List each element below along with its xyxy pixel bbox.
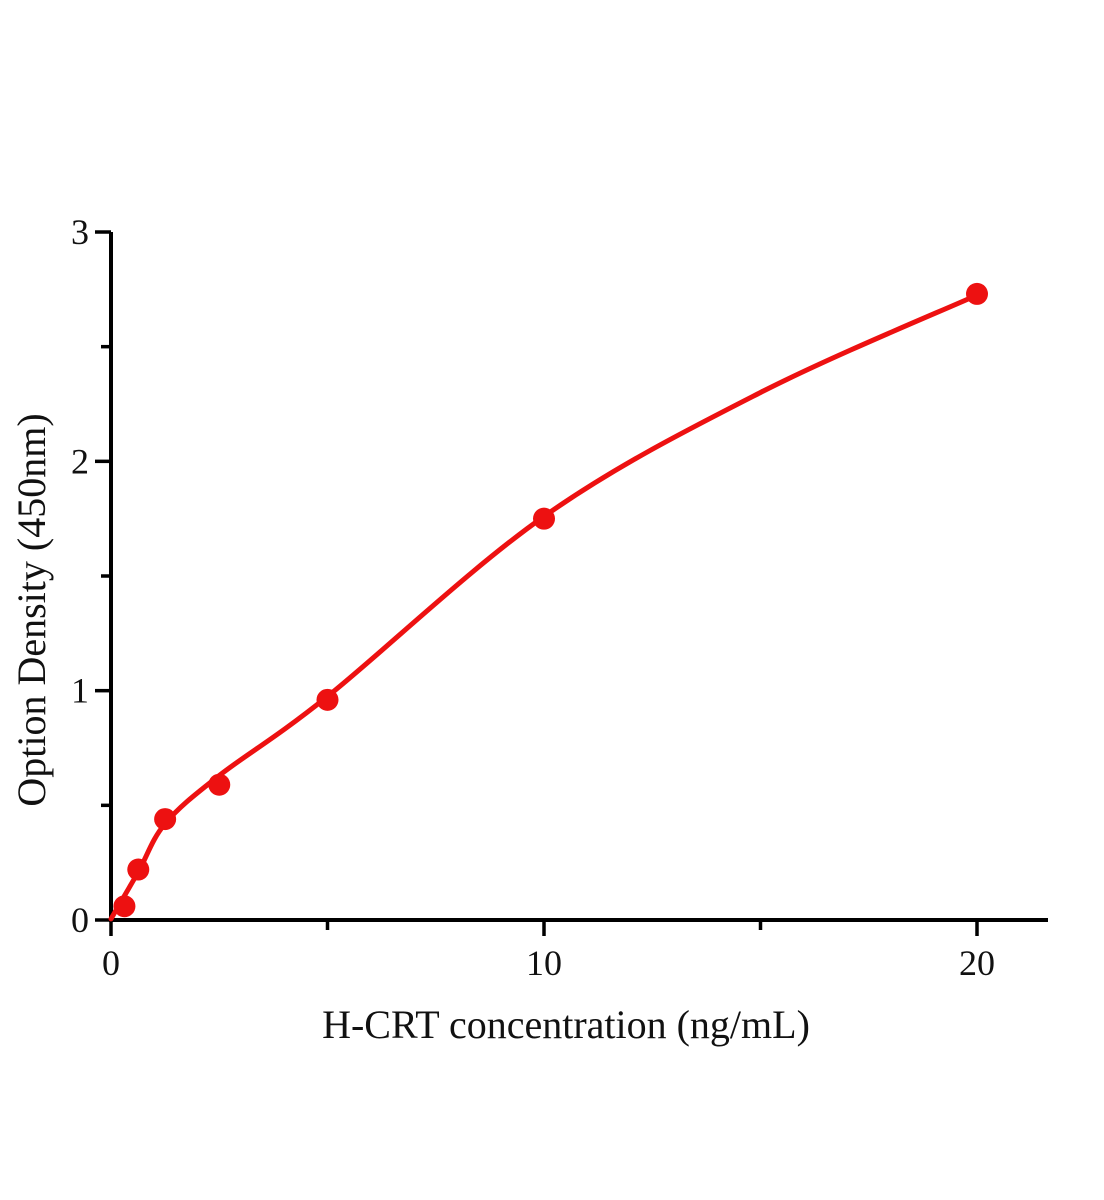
x-tick-label: 10 [526,943,562,983]
data-point [154,808,177,831]
y-tick-label: 1 [71,671,89,711]
y-tick-label: 3 [71,212,89,252]
y-tick-label: 2 [71,441,89,481]
data-point [113,895,136,918]
axis-tick-labels: 0 10 20 0 1 2 3 [71,212,995,983]
y-axis-title: Option Density (450nm) [9,413,54,806]
data-point [966,282,988,305]
data-point [127,858,150,881]
axis-ticks [95,230,979,936]
data-points [113,282,988,918]
x-tick-label: 20 [959,943,995,983]
y-tick-label: 0 [71,900,89,940]
fit-curve-line [108,292,980,922]
data-point [208,773,231,796]
axes [109,232,1048,922]
data-point [533,507,555,530]
x-axis-title: H-CRT concentration (ng/mL) [322,1002,810,1047]
data-point [316,688,339,711]
x-tick-label: 0 [102,943,120,983]
